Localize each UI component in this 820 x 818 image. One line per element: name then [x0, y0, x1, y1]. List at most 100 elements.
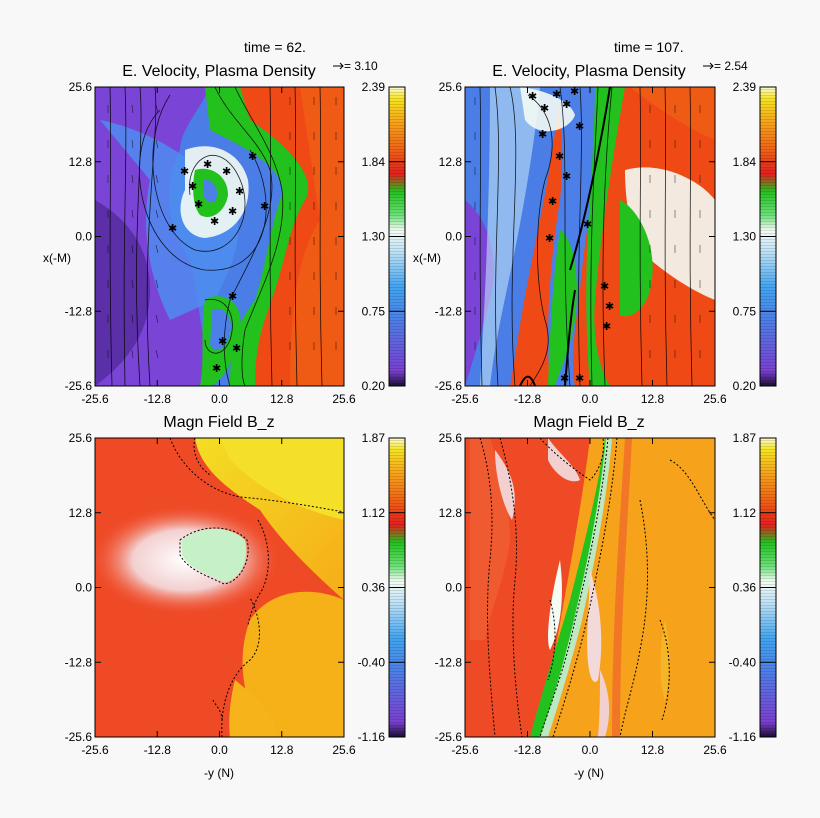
colorbar-tick-label: -0.40 — [358, 655, 386, 669]
y-tick-label: 0.0 — [445, 230, 462, 244]
svg-text:✱: ✱ — [605, 301, 614, 313]
x-tick-label: 12.8 — [270, 743, 294, 757]
y-tick-label: 12.8 — [439, 155, 463, 169]
heatmap-field — [465, 438, 715, 737]
colorbar-tick-label: 1.84 — [362, 155, 386, 169]
xlabel-bottom-left: -y (N) — [204, 766, 234, 780]
time-label-top-left: time = 62. — [244, 39, 306, 55]
colorbar-tick-label: 1.30 — [733, 230, 757, 244]
colorbar-tick-label: 0.20 — [362, 379, 386, 393]
y-tick-label: -12.8 — [65, 655, 93, 669]
x-tick-label: 25.6 — [332, 392, 356, 406]
x-tick-label: -12.8 — [514, 743, 542, 757]
colorbar-tick-label: 0.36 — [362, 581, 386, 595]
svg-text:✱: ✱ — [555, 151, 564, 163]
arrow-scale-top-right: = 2.54 — [703, 59, 748, 73]
axis-ticks: -25.6 -12.8 0.0 12.8 25.6 25.6 12.8 0.0 -12.8 -25… — [65, 80, 776, 757]
svg-text:✱: ✱ — [560, 373, 569, 385]
colorbar-tick-label: 1.84 — [733, 155, 757, 169]
colorbar-tick-label: 0.75 — [362, 304, 386, 318]
y-tick-label: 12.8 — [69, 155, 93, 169]
svg-text:✱: ✱ — [562, 171, 571, 183]
colorbar-tick-label: -1.16 — [358, 730, 386, 744]
y-tick-label: -25.6 — [435, 379, 463, 393]
svg-text:✱: ✱ — [203, 159, 212, 171]
svg-text:✱: ✱ — [188, 181, 197, 193]
y-tick-label: 12.8 — [69, 506, 93, 520]
y-tick-label: -12.8 — [65, 304, 93, 318]
heatmap-field: ✱ ✱ ✱ ✱ ✱ ✱ ✱ ✱ ✱ ✱ ✱ ✱ ✱ ✱ ✱ — [95, 87, 344, 386]
x-tick-label: -12.8 — [144, 392, 172, 406]
colorbar-tick-label: 0.75 — [733, 304, 757, 318]
svg-text:✱: ✱ — [600, 281, 609, 293]
svg-text:✱: ✱ — [180, 166, 189, 178]
colorbar-tick-label: 2.39 — [733, 80, 757, 94]
panel-bottom-right-bz — [464, 437, 716, 738]
title-top-left: E. Velocity, Plasma Density — [122, 63, 316, 80]
x-tick-label: 0.0 — [582, 743, 599, 757]
colorbar-tick-label: 0.20 — [733, 379, 757, 393]
panel-top-right-density: ✱✱✱ ✱✱✱ ✱✱✱ ✱✱✱ ✱✱✱ ✱✱ — [464, 86, 716, 387]
y-tick-label: 25.6 — [69, 80, 93, 94]
svg-text:✱: ✱ — [168, 223, 177, 235]
x-tick-label: 25.6 — [703, 743, 727, 757]
svg-text:✱: ✱ — [552, 89, 561, 101]
colorbar-tick-label: -0.40 — [729, 655, 757, 669]
arrow-scale-label: = 2.54 — [714, 59, 748, 73]
colorbar-tick-label: 0.36 — [733, 581, 757, 595]
x-tick-label: -12.8 — [144, 743, 172, 757]
svg-text:✱: ✱ — [210, 216, 219, 228]
y-tick-label: -25.6 — [435, 730, 463, 744]
svg-text:✱: ✱ — [228, 291, 237, 303]
colorbar-tick-label: 1.87 — [733, 431, 757, 445]
y-tick-label: -12.8 — [435, 304, 463, 318]
svg-text:✱: ✱ — [232, 343, 241, 355]
svg-text:✱: ✱ — [212, 363, 221, 375]
svg-text:✱: ✱ — [575, 121, 584, 133]
heatmap-field — [95, 438, 344, 737]
y-tick-label: -12.8 — [435, 655, 463, 669]
panel-top-left-density: ✱ ✱ ✱ ✱ ✱ ✱ ✱ ✱ ✱ ✱ ✱ ✱ ✱ ✱ ✱ — [94, 86, 345, 387]
svg-text:✱: ✱ — [194, 199, 203, 211]
svg-text:✱: ✱ — [248, 151, 257, 163]
svg-text:✱: ✱ — [222, 166, 231, 178]
tracer-stars: ✱ ✱ ✱ ✱ ✱ ✱ ✱ ✱ ✱ ✱ ✱ ✱ ✱ ✱ ✱ — [168, 151, 269, 375]
y-tick-label: 25.6 — [69, 431, 93, 445]
y-tick-label: 0.0 — [445, 581, 462, 595]
y-tick-label: 25.6 — [439, 80, 463, 94]
title-bottom-left: Magn Field B_z — [163, 414, 274, 431]
svg-text:✱: ✱ — [562, 99, 571, 111]
panel-bottom-left-bz — [94, 437, 345, 738]
x-tick-label: -12.8 — [514, 392, 542, 406]
colorbar-tick-label: 2.39 — [362, 80, 386, 94]
x-tick-label: 12.8 — [270, 392, 294, 406]
x-tick-label: 25.6 — [703, 392, 727, 406]
y-tick-label: -25.6 — [65, 730, 93, 744]
x-tick-label: -25.6 — [451, 392, 479, 406]
ylabel-top-right: x(-M) — [413, 251, 441, 265]
svg-text:✱: ✱ — [228, 206, 237, 218]
colorbar-tick-label: -1.16 — [729, 730, 757, 744]
colorbar-tick-label: 1.12 — [362, 506, 386, 520]
svg-text:✱: ✱ — [538, 129, 547, 141]
y-tick-label: 0.0 — [75, 230, 92, 244]
svg-text:✱: ✱ — [218, 336, 227, 348]
x-tick-label: 0.0 — [211, 392, 228, 406]
title-bottom-right: Magn Field B_z — [533, 414, 644, 431]
colorbar-tick-label: 1.30 — [362, 230, 386, 244]
svg-text:✱: ✱ — [528, 91, 537, 103]
heatmap-field: ✱✱✱ ✱✱✱ ✱✱✱ ✱✱✱ ✱✱✱ ✱✱ — [465, 86, 715, 386]
colorbar-tick-label: 1.12 — [733, 506, 757, 520]
svg-text:✱: ✱ — [583, 219, 592, 231]
arrow-scale-label: = 3.10 — [344, 59, 378, 73]
x-tick-label: -25.6 — [451, 743, 479, 757]
x-tick-label: 0.0 — [582, 392, 599, 406]
x-tick-label: -25.6 — [81, 743, 109, 757]
svg-text:✱: ✱ — [260, 201, 269, 213]
y-tick-label: 0.0 — [75, 581, 92, 595]
svg-text:✱: ✱ — [570, 86, 579, 98]
arrow-scale-top-left: = 3.10 — [333, 59, 378, 73]
y-tick-label: 25.6 — [439, 431, 463, 445]
x-tick-label: -25.6 — [81, 392, 109, 406]
svg-text:✱: ✱ — [602, 321, 611, 333]
